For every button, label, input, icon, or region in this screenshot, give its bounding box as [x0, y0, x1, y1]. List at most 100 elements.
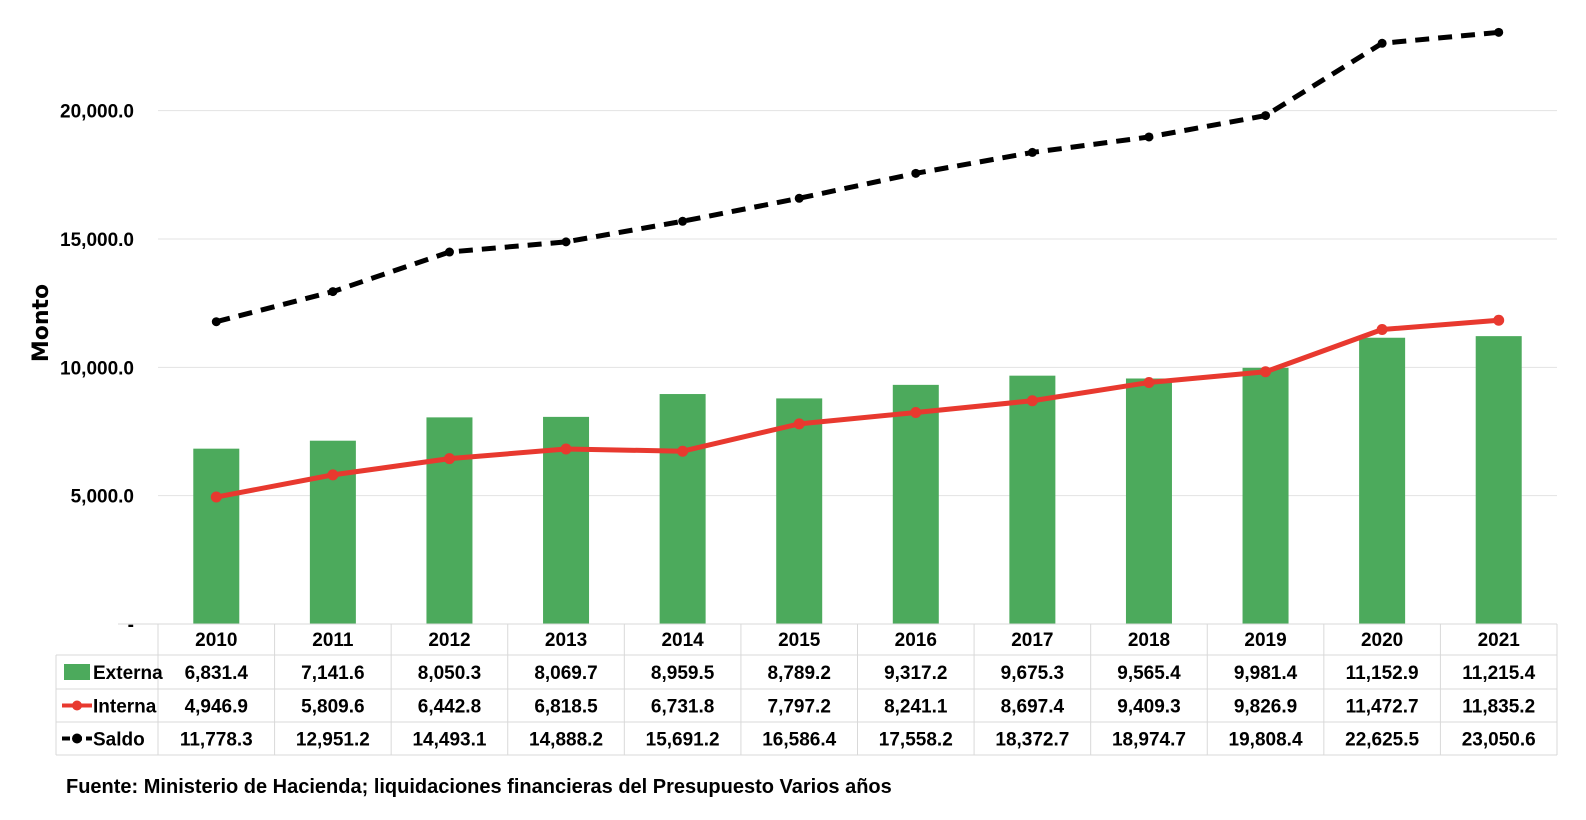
x-tick-label: 2010 [195, 630, 237, 651]
bar-externa-2020 [1359, 337, 1406, 624]
x-tick-label: 2018 [1128, 630, 1170, 651]
bar-externa-2012 [426, 417, 473, 624]
bar-externa-2014 [659, 394, 706, 624]
bar-externa-2017 [1009, 375, 1056, 624]
data-label-saldo-2015: 16,586.4 [762, 730, 836, 751]
legend-label-saldo: Saldo [93, 730, 145, 751]
line-interna [215, 317, 1499, 500]
data-label-externa-2014: 8,959.5 [651, 663, 715, 684]
x-tick-label: 2013 [545, 630, 587, 651]
data-label-saldo-2021: 23,050.6 [1462, 730, 1536, 751]
bar-externa-2011 [309, 440, 356, 624]
point-saldo-2012 [444, 247, 454, 257]
data-label-interna-2014: 6,731.8 [651, 697, 714, 718]
point-saldo-2018 [1144, 132, 1154, 142]
y-tick-label: 10,000.0 [60, 358, 134, 379]
point-interna-2021 [1493, 314, 1505, 326]
data-label-externa-2018: 9,565.4 [1117, 663, 1181, 684]
x-tick-label: 2012 [428, 630, 470, 651]
point-interna-2016 [910, 406, 922, 418]
point-saldo-2020 [1377, 38, 1387, 48]
data-label-externa-2011: 7,141.6 [301, 663, 364, 684]
point-interna-2013 [560, 443, 572, 455]
data-label-externa-2020: 11,152.9 [1346, 663, 1419, 684]
y-tick-label: 5,000.0 [71, 487, 134, 508]
point-interna-2011 [327, 469, 339, 481]
point-saldo-2013 [561, 237, 571, 247]
x-tick-label: 2020 [1361, 630, 1403, 651]
point-interna-2010 [210, 491, 222, 503]
data-label-interna-2016: 8,241.1 [884, 697, 948, 718]
data-label-externa-2015: 8,789.2 [768, 663, 831, 684]
data-label-saldo-2019: 19,808.4 [1229, 730, 1303, 751]
data-label-externa-2016: 9,317.2 [884, 663, 947, 684]
data-label-externa-2019: 9,981.4 [1234, 663, 1298, 684]
data-label-interna-2015: 7,797.2 [768, 697, 831, 718]
point-interna-2014 [677, 445, 689, 457]
y-tick-label: - [128, 615, 134, 636]
data-label-saldo-2013: 14,888.2 [529, 730, 603, 751]
legend-key-marker-interna [72, 700, 82, 711]
x-tick-label: 2017 [1011, 630, 1053, 651]
line-series [210, 27, 1505, 503]
point-interna-2012 [443, 453, 455, 465]
source-note: Fuente: Ministerio de Hacienda; liquidac… [66, 776, 892, 798]
data-label-interna-2020: 11,472.7 [1346, 697, 1419, 718]
point-interna-2020 [1376, 324, 1388, 336]
bar-externa-2021 [1475, 336, 1522, 624]
data-label-saldo-2011: 12,951.2 [296, 730, 370, 751]
x-tick-label: 2019 [1244, 630, 1286, 651]
point-interna-2019 [1260, 366, 1272, 378]
bar-externa-2016 [892, 384, 939, 624]
data-label-saldo-2020: 22,625.5 [1345, 730, 1419, 751]
data-label-interna-2010: 4,946.9 [185, 697, 248, 718]
bar-externa-2015 [776, 398, 823, 624]
point-saldo-2021 [1494, 27, 1504, 37]
data-label-interna-2019: 9,826.9 [1234, 697, 1297, 718]
point-saldo-2017 [1027, 147, 1037, 157]
point-interna-2017 [1026, 395, 1038, 407]
point-saldo-2010 [211, 317, 221, 327]
data-label-externa-2012: 8,050.3 [418, 663, 481, 684]
y-axis-label: Monto [29, 284, 54, 362]
data-label-interna-2017: 8,697.4 [1001, 697, 1065, 718]
data-label-saldo-2010: 11,778.3 [180, 730, 253, 751]
point-interna-2015 [793, 418, 805, 430]
data-label-saldo-2014: 15,691.2 [646, 730, 720, 751]
data-label-externa-2017: 9,675.3 [1001, 663, 1064, 684]
point-saldo-2019 [1261, 111, 1271, 121]
data-label-externa-2010: 6,831.4 [185, 663, 249, 684]
point-interna-2018 [1143, 376, 1155, 388]
point-saldo-2011 [328, 287, 338, 297]
x-tick-label: 2021 [1478, 630, 1521, 651]
data-label-saldo-2017: 18,372.7 [995, 730, 1069, 751]
data-label-saldo-2016: 17,558.2 [879, 730, 953, 751]
point-saldo-2016 [911, 168, 921, 178]
data-label-saldo-2012: 14,493.1 [412, 730, 486, 751]
bar-series-externa [193, 336, 1522, 624]
y-axis: - 5,000.0 10,000.0 15,000.0 20,000.0 [60, 102, 134, 636]
data-table: 2010 2011 2012 2013 2014 2015 2016 2017 2018 2019… [55, 623, 1558, 756]
data-label-interna-2021: 11,835.2 [1462, 697, 1535, 718]
y-tick-label: 15,000.0 [60, 230, 134, 251]
x-tick-label: 2015 [778, 630, 821, 651]
data-label-saldo-2018: 18,974.7 [1112, 730, 1186, 751]
data-label-interna-2011: 5,809.6 [301, 697, 364, 718]
point-saldo-2015 [794, 193, 804, 203]
bar-externa-2019 [1242, 367, 1289, 624]
legend-label-externa: Externa [93, 663, 163, 684]
x-tick-label: 2016 [895, 630, 937, 651]
legend-key-externa [64, 664, 90, 680]
y-tick-label: 20,000.0 [60, 102, 134, 123]
data-label-externa-2021: 11,215.4 [1462, 663, 1535, 684]
data-label-externa-2013: 8,069.7 [534, 663, 597, 684]
line-saldo [215, 29, 1499, 325]
x-tick-label: 2014 [661, 630, 704, 651]
data-label-interna-2013: 6,818.5 [534, 697, 598, 718]
data-label-interna-2012: 6,442.8 [418, 697, 481, 718]
x-tick-label: 2011 [312, 630, 354, 651]
bar-externa-2010 [193, 448, 240, 624]
data-label-interna-2018: 9,409.3 [1117, 697, 1180, 718]
point-saldo-2014 [678, 216, 688, 226]
